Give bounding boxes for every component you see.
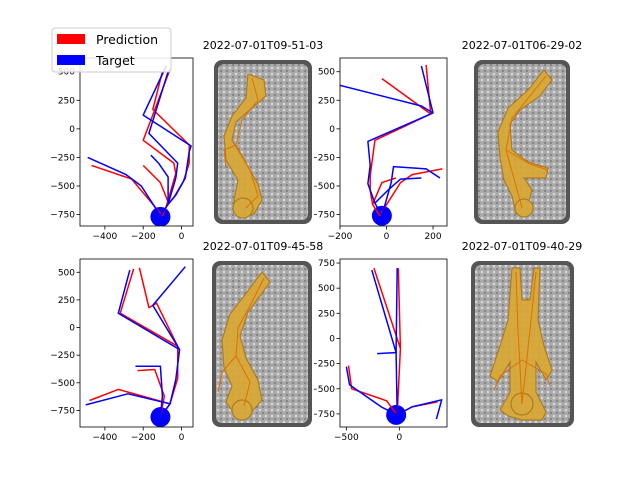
axes-frame: [79, 57, 194, 227]
y-tick-label: 500: [58, 68, 75, 78]
y-tick-label: −750: [50, 406, 75, 416]
body-figure-1: [223, 73, 267, 219]
target-limb: [85, 393, 171, 406]
prediction-limb: [142, 69, 177, 207]
target-limb: [395, 268, 398, 353]
y-tick-label: 500: [318, 68, 335, 78]
scan-image-3: [212, 259, 314, 427]
plot-panel-4: −500 0 −750 −500 −250 0 250 500 750: [310, 258, 448, 443]
prediction-limb: [347, 365, 398, 416]
skeleton-overlay-2: [505, 75, 549, 209]
x-tick-label: 0: [179, 433, 185, 443]
prediction-limb: [381, 77, 432, 115]
y-tick-label: 250: [318, 309, 335, 319]
image-panel-1: 2022-07-01T09-51-03: [203, 39, 324, 226]
target-limb: [87, 156, 162, 217]
x-tick-label: −200: [131, 232, 156, 242]
x-tick-label: 0: [384, 232, 390, 242]
plot-area: [345, 267, 443, 425]
y-tick-label: 250: [58, 296, 75, 306]
x-tick-label: −200: [328, 232, 353, 242]
y-tick-label: −750: [310, 211, 335, 221]
y-tick-label: 250: [318, 96, 335, 106]
legend: Prediction Target: [51, 27, 172, 73]
y-tick-label: −750: [310, 410, 335, 420]
plot-area: [87, 65, 192, 226]
target-limb: [374, 177, 422, 204]
prediction-limb: [142, 164, 169, 203]
target-limb: [142, 65, 192, 217]
plot-panel-2: −200 0 200 −750 −500 −250 0 250 500: [310, 57, 448, 242]
image-title-2: 2022-07-01T06-29-02: [462, 39, 583, 52]
y-tick-label: −750: [50, 211, 75, 221]
image-panel-4: 2022-07-01T09-40-29: [462, 240, 583, 427]
y-tick-label: −500: [50, 379, 75, 389]
axes-frame: [339, 57, 448, 227]
x-tick-label: 200: [424, 232, 441, 242]
skeleton-overlay-3: [217, 277, 265, 407]
target-limb: [396, 399, 443, 420]
target-limb: [152, 266, 186, 418]
target-limb: [135, 365, 164, 418]
x-tick-label: 0: [396, 433, 402, 443]
x-tick-label: 0: [179, 232, 185, 242]
skeleton-overlay-4: [493, 271, 551, 405]
skeleton-overlay-1: [223, 77, 259, 209]
y-tick-label: −500: [310, 385, 335, 395]
y-tick-label: 500: [58, 268, 75, 278]
y-tick-label: 750: [318, 259, 335, 269]
prediction-limb: [137, 368, 166, 418]
target-limb: [345, 366, 398, 416]
scan-image-4: [471, 259, 574, 427]
image-panel-2: 2022-07-01T06-29-02: [462, 39, 583, 226]
scan-image-1: [212, 58, 314, 226]
joint-marker: [150, 206, 171, 226]
x-tick-label: −200: [131, 433, 156, 443]
x-tick-label: −500: [334, 433, 359, 443]
image-title-3: 2022-07-01T09-45-58: [203, 240, 324, 253]
y-tick-label: 0: [329, 334, 335, 344]
x-tick-label: −400: [93, 232, 118, 242]
legend-label-target: Target: [95, 53, 135, 68]
y-tick-label: 250: [58, 96, 75, 106]
image-panel-3: 2022-07-01T09-45-58: [203, 240, 324, 427]
plot-panel-1: −400 −200 0 −750 −500 −250 0 250 500: [50, 57, 194, 242]
target-limb: [150, 154, 169, 202]
prediction-limb: [119, 268, 179, 347]
target-limb: [148, 71, 179, 205]
target-limb: [377, 351, 397, 355]
y-tick-label: 0: [329, 125, 335, 135]
target-limb: [117, 269, 180, 351]
target-limb: [371, 269, 398, 415]
axes-frame: [339, 258, 448, 428]
body-figure-3: [221, 271, 271, 421]
y-tick-label: −250: [310, 153, 335, 163]
y-tick-label: −250: [50, 351, 75, 361]
target-limb: [381, 165, 441, 216]
y-tick-label: 0: [69, 324, 75, 334]
prediction-limb: [369, 64, 432, 217]
image-title-4: 2022-07-01T09-40-29: [462, 240, 583, 253]
scan-image-2: [473, 58, 571, 226]
y-tick-label: −500: [50, 182, 75, 192]
axes-frame: [79, 258, 194, 428]
y-tick-label: −250: [50, 153, 75, 163]
y-tick-label: −500: [310, 182, 335, 192]
legend-label-prediction: Prediction: [96, 32, 158, 47]
y-tick-label: 500: [318, 284, 335, 294]
prediction-limb: [397, 268, 402, 349]
image-title-1: 2022-07-01T09-51-03: [203, 39, 324, 52]
target-limb: [340, 84, 434, 114]
y-tick-label: 0: [69, 125, 75, 135]
plot-panel-3: −400 −200 0 −750 −500 −250 0 250 500: [50, 258, 194, 443]
plot-area: [85, 266, 186, 427]
legend-swatch-prediction: [57, 34, 85, 44]
legend-swatch-target: [57, 55, 85, 65]
plot-area: [340, 64, 443, 226]
body-figure-2: [497, 69, 553, 218]
x-tick-label: −400: [93, 433, 118, 443]
y-tick-label: −250: [310, 360, 335, 370]
prediction-limb: [371, 177, 397, 205]
